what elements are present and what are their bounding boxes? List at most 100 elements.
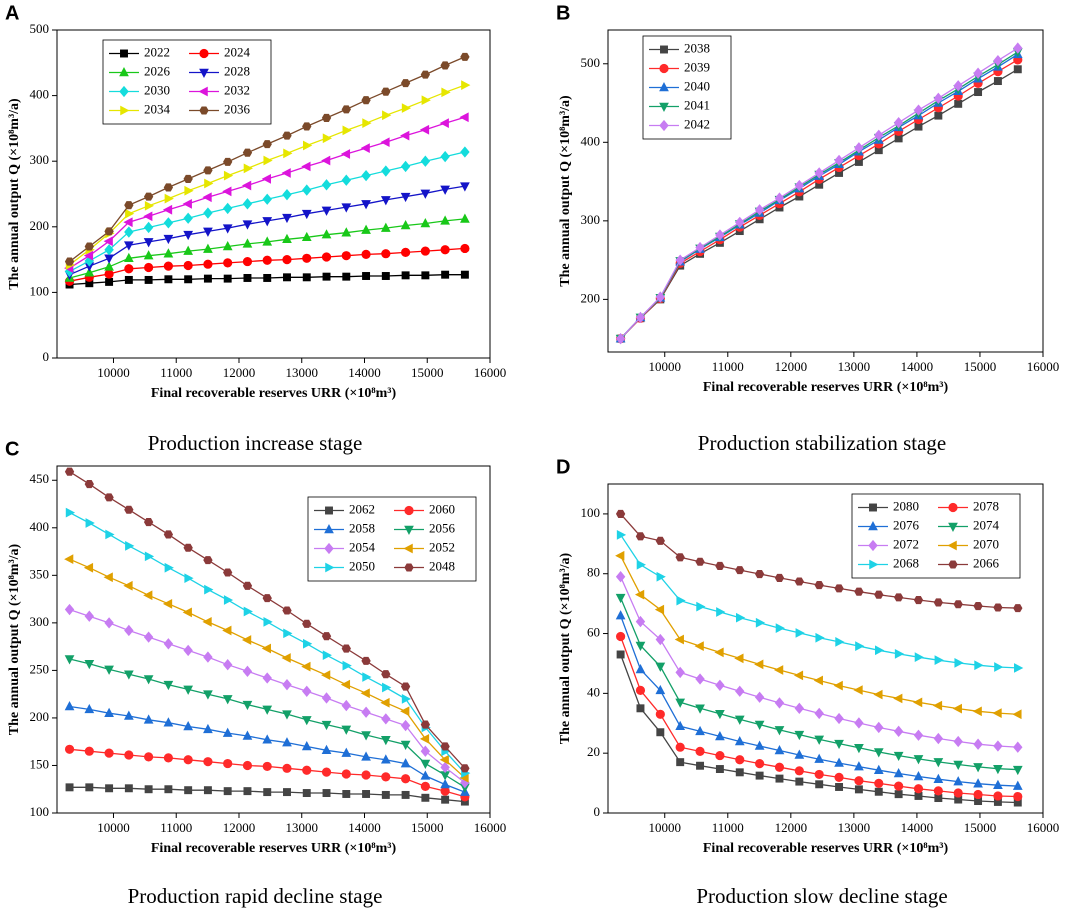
marker — [914, 652, 924, 663]
x-tick-label: 14000 — [901, 820, 934, 835]
marker — [675, 254, 685, 266]
marker — [182, 198, 192, 209]
marker — [362, 118, 372, 129]
marker — [283, 273, 291, 282]
marker — [635, 532, 646, 541]
marker — [615, 550, 625, 561]
marker — [953, 600, 963, 609]
marker — [203, 259, 213, 269]
marker — [124, 201, 134, 210]
marker — [615, 593, 626, 604]
marker — [854, 587, 864, 596]
x-tick-label: 11000 — [712, 820, 744, 835]
marker — [223, 787, 232, 796]
marker — [85, 783, 94, 792]
marker — [635, 615, 646, 628]
caption: Production slow decline stage — [696, 884, 947, 908]
legend-label: 2042 — [684, 116, 710, 131]
marker — [104, 707, 114, 717]
marker — [282, 233, 292, 244]
marker — [894, 781, 904, 791]
marker — [440, 215, 450, 225]
marker — [774, 726, 785, 736]
marker — [324, 524, 334, 534]
marker — [302, 253, 312, 263]
marker — [676, 595, 686, 606]
marker — [105, 784, 114, 793]
marker — [123, 670, 134, 680]
marker — [301, 161, 311, 172]
marker — [695, 746, 705, 756]
marker — [242, 700, 253, 711]
y-tick-label: 20 — [587, 744, 600, 759]
marker — [381, 713, 391, 725]
marker — [243, 273, 252, 282]
legend-label: 2040 — [684, 78, 710, 93]
marker — [933, 773, 944, 783]
marker — [84, 267, 95, 277]
marker — [204, 178, 214, 189]
marker — [203, 243, 213, 253]
marker — [321, 179, 332, 191]
marker — [1013, 791, 1023, 802]
plot-frame — [607, 29, 1044, 353]
marker — [380, 754, 391, 764]
marker — [439, 754, 449, 765]
marker — [242, 256, 253, 267]
x-tick-label: 16000 — [474, 820, 507, 835]
marker — [381, 670, 391, 679]
legend-label: 2022 — [144, 44, 170, 59]
marker — [143, 714, 154, 724]
marker — [242, 665, 253, 678]
y-tick-label: 500 — [581, 55, 601, 70]
marker — [401, 694, 412, 704]
marker — [282, 213, 292, 224]
marker — [341, 203, 352, 213]
marker — [242, 730, 253, 740]
x-axis-label: Final recoverable reserves URR (×10⁸m³) — [703, 380, 949, 395]
marker — [795, 777, 804, 786]
marker — [894, 649, 905, 659]
marker — [281, 168, 291, 178]
marker — [242, 198, 253, 210]
marker — [774, 573, 785, 582]
marker — [64, 701, 75, 711]
marker — [85, 518, 95, 528]
marker — [854, 761, 864, 771]
marker — [913, 596, 924, 605]
marker — [894, 790, 903, 799]
x-tick-label: 15000 — [411, 820, 444, 835]
legend-label: 2072 — [893, 536, 919, 551]
marker — [674, 634, 684, 645]
marker — [774, 697, 785, 709]
marker — [734, 653, 744, 664]
marker — [163, 638, 174, 650]
marker — [164, 562, 174, 573]
y-tick-label: 200 — [581, 290, 601, 305]
marker — [243, 606, 253, 617]
marker — [262, 236, 273, 246]
marker — [183, 755, 193, 765]
marker — [660, 45, 668, 54]
marker — [381, 249, 391, 259]
marker — [241, 635, 252, 645]
marker — [124, 264, 134, 274]
marker — [163, 530, 174, 539]
marker — [400, 719, 411, 732]
x-tick-label: 12000 — [775, 820, 808, 835]
marker — [182, 607, 192, 618]
marker — [875, 645, 885, 656]
marker — [420, 155, 431, 167]
marker — [342, 790, 351, 798]
marker — [361, 200, 371, 210]
x-tick-label: 14000 — [348, 365, 381, 380]
marker — [913, 784, 924, 794]
marker — [242, 581, 253, 590]
panel-label: D — [556, 456, 570, 478]
marker — [874, 590, 884, 599]
marker — [324, 542, 334, 555]
marker — [361, 656, 371, 665]
marker — [84, 480, 94, 489]
marker — [735, 755, 745, 765]
